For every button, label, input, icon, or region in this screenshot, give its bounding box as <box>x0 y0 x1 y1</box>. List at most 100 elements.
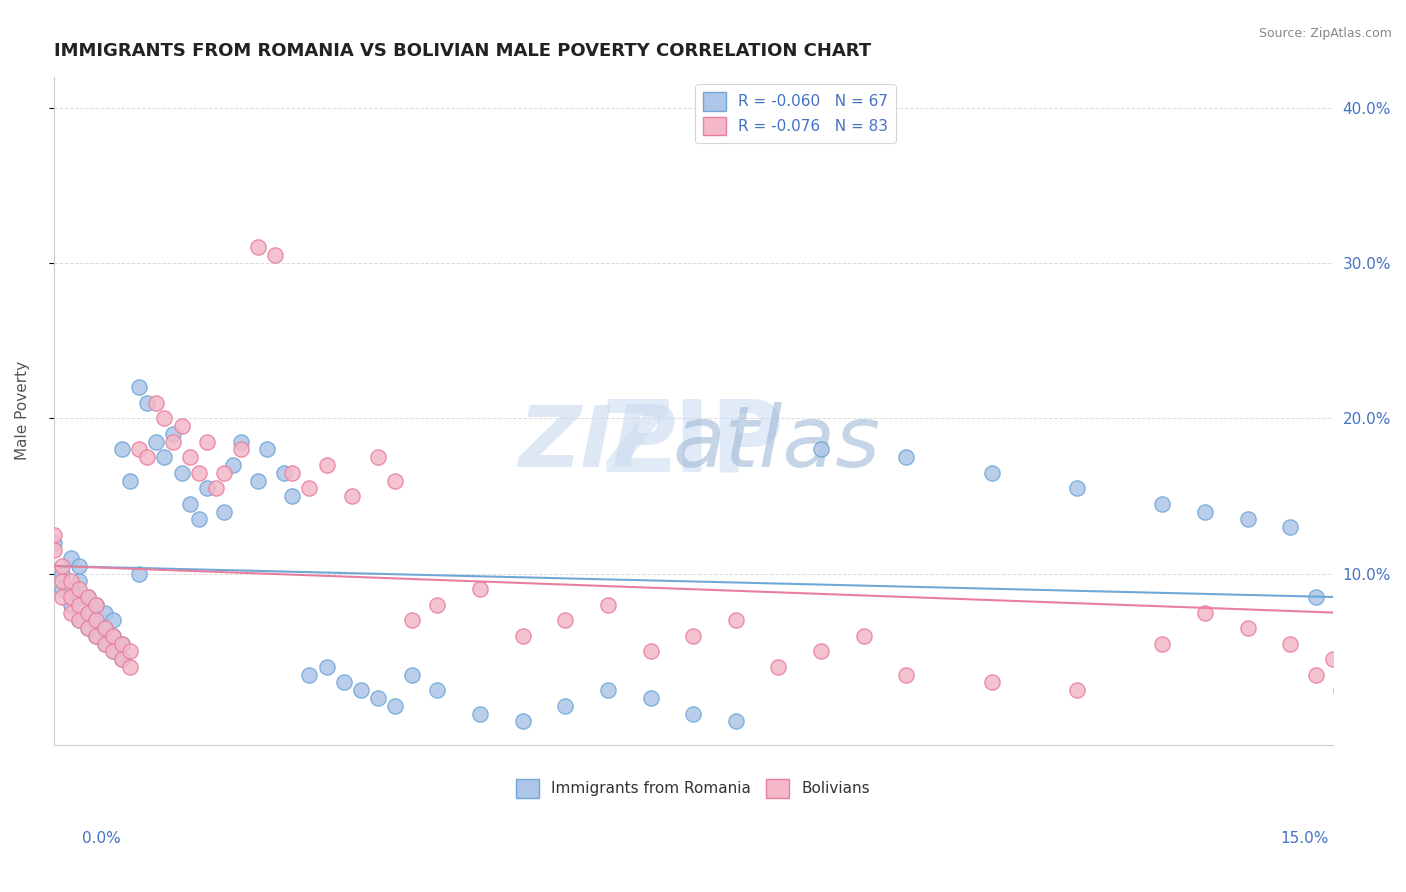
Point <box>153 450 176 465</box>
Point <box>59 574 82 589</box>
Point <box>67 574 90 589</box>
Point <box>554 613 576 627</box>
Point <box>640 691 662 706</box>
Point <box>42 528 65 542</box>
Point <box>67 558 90 573</box>
Point <box>1066 481 1088 495</box>
Text: 0.0%: 0.0% <box>82 831 121 846</box>
Point <box>51 566 73 581</box>
Text: 15.0%: 15.0% <box>1281 831 1329 846</box>
Point <box>212 505 235 519</box>
Point <box>682 629 704 643</box>
Point <box>111 442 134 457</box>
Point <box>42 543 65 558</box>
Point <box>426 683 449 698</box>
Point <box>231 434 253 449</box>
Point <box>281 489 304 503</box>
Point <box>980 466 1002 480</box>
Point <box>340 489 363 503</box>
Point <box>1322 652 1344 666</box>
Point <box>103 629 125 643</box>
Point <box>145 434 167 449</box>
Point <box>349 683 371 698</box>
Point <box>128 442 150 457</box>
Point <box>179 497 201 511</box>
Point <box>84 613 107 627</box>
Legend: Immigrants from Romania, Bolivians: Immigrants from Romania, Bolivians <box>510 772 876 804</box>
Point <box>1381 660 1403 674</box>
Point <box>367 450 389 465</box>
Point <box>1152 497 1174 511</box>
Point <box>298 667 321 681</box>
Point <box>76 590 98 604</box>
Point <box>195 434 218 449</box>
Point <box>103 613 125 627</box>
Point <box>367 691 389 706</box>
Point <box>1152 637 1174 651</box>
Point <box>67 613 90 627</box>
Point <box>1339 660 1361 674</box>
Point <box>162 426 184 441</box>
Point <box>247 474 270 488</box>
Point <box>682 706 704 721</box>
Text: ZIP: ZIP <box>519 402 676 485</box>
Point <box>1372 644 1395 658</box>
Point <box>84 613 107 627</box>
Point <box>1279 520 1302 534</box>
Point <box>51 574 73 589</box>
Point <box>84 629 107 643</box>
Point <box>724 714 747 729</box>
Text: IMMIGRANTS FROM ROMANIA VS BOLIVIAN MALE POVERTY CORRELATION CHART: IMMIGRANTS FROM ROMANIA VS BOLIVIAN MALE… <box>53 42 870 60</box>
Point <box>128 566 150 581</box>
Point <box>76 590 98 604</box>
Point <box>1347 675 1369 690</box>
Point <box>810 442 832 457</box>
Point <box>401 667 423 681</box>
Point <box>896 450 918 465</box>
Point <box>204 481 226 495</box>
Point <box>111 652 134 666</box>
Point <box>724 613 747 627</box>
Text: ZIP: ZIP <box>602 395 785 492</box>
Text: Source: ZipAtlas.com: Source: ZipAtlas.com <box>1258 27 1392 40</box>
Point <box>256 442 278 457</box>
Point <box>596 598 619 612</box>
Point <box>51 590 73 604</box>
Point <box>980 675 1002 690</box>
Point <box>195 481 218 495</box>
Point <box>120 644 142 658</box>
Point <box>111 637 134 651</box>
Point <box>76 606 98 620</box>
Point <box>59 606 82 620</box>
Point <box>1236 512 1258 526</box>
Point <box>59 598 82 612</box>
Point <box>468 706 491 721</box>
Point <box>640 644 662 658</box>
Point <box>384 474 406 488</box>
Point <box>67 590 90 604</box>
Point <box>212 466 235 480</box>
Point <box>94 621 117 635</box>
Point <box>512 714 534 729</box>
Point <box>315 660 337 674</box>
Point <box>1389 675 1406 690</box>
Text: ZIPatlas: ZIPatlas <box>465 395 921 492</box>
Point <box>384 698 406 713</box>
Point <box>810 644 832 658</box>
Point <box>768 660 790 674</box>
Point <box>84 598 107 612</box>
Point <box>187 512 209 526</box>
Point <box>94 621 117 635</box>
Point <box>84 598 107 612</box>
Point <box>67 598 90 612</box>
Point <box>136 396 159 410</box>
Point <box>145 396 167 410</box>
Point <box>554 698 576 713</box>
Point <box>1305 667 1327 681</box>
Point <box>84 629 107 643</box>
Point <box>111 652 134 666</box>
Point <box>281 466 304 480</box>
Point <box>67 582 90 597</box>
Point <box>42 535 65 549</box>
Point <box>231 442 253 457</box>
